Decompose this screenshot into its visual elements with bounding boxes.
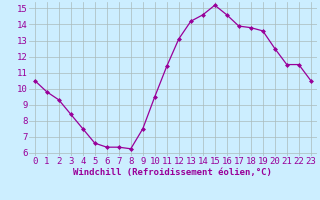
X-axis label: Windchill (Refroidissement éolien,°C): Windchill (Refroidissement éolien,°C) <box>73 168 272 177</box>
